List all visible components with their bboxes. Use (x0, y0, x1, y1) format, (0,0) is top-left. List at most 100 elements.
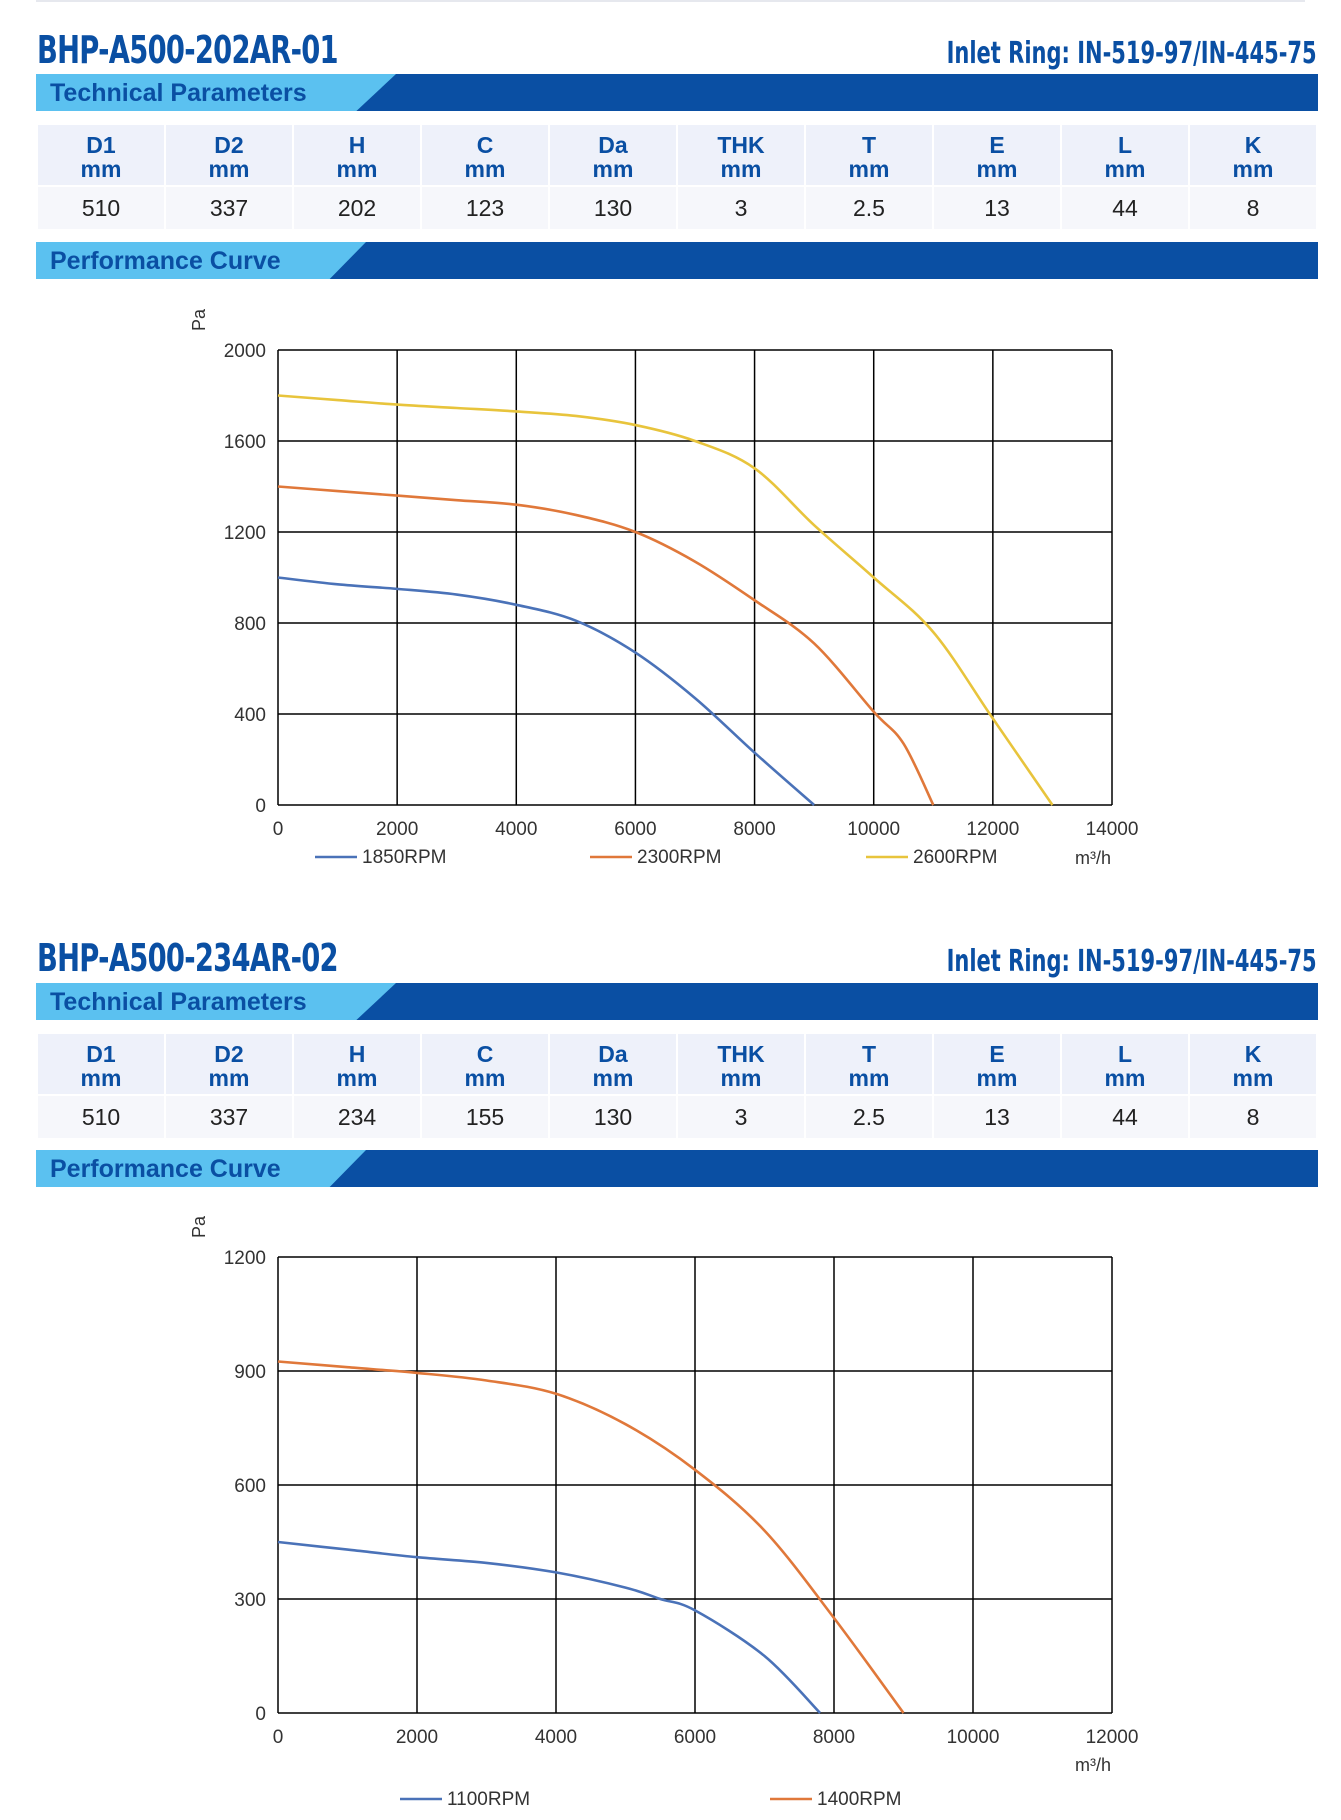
series-line-2300rpm (277, 485, 935, 806)
performance-curve-heading: Performance Curve (50, 247, 281, 275)
y-tick-label: 900 (234, 1362, 266, 1383)
y-tick-label: 800 (234, 614, 266, 635)
y-tick-label: 1200 (224, 1248, 266, 1269)
param-value: 13 (934, 1094, 1060, 1138)
x-tick-label: 14000 (1086, 819, 1139, 840)
technical-parameters-banner: Technical Parameters (36, 983, 1318, 1020)
performance-curve-banner: Performance Curve (36, 242, 1318, 279)
x-tick-label: 6000 (674, 1727, 716, 1748)
performance-curve-heading: Performance Curve (50, 1155, 281, 1183)
x-tick-label: 10000 (847, 819, 900, 840)
parameters-value-row: 510 337 202 123 130 3 2.5 13 44 8 (38, 185, 1316, 229)
series-line-2600rpm (277, 394, 1054, 806)
param-header: Da mm (550, 1034, 676, 1094)
inlet-ring-label: Inlet Ring: IN-519-97/IN-445-75 (946, 36, 1317, 71)
legend-label: 2600RPM (913, 847, 998, 868)
param-value: 130 (550, 185, 676, 229)
param-value: 337 (166, 185, 292, 229)
param-value: 202 (294, 185, 420, 229)
x-tick-label: 12000 (966, 819, 1019, 840)
x-tick-label: 8000 (813, 1727, 855, 1748)
legend-label: 1400RPM (817, 1789, 902, 1810)
param-header: THK mm (678, 125, 804, 185)
performance-chart-1: 0 2000 4000 6000 8000 10000 12000 14000 0 400 800 1… (189, 308, 1139, 868)
y-tick-label: 1200 (224, 523, 266, 544)
y-tick-label: 1600 (224, 432, 266, 453)
top-divider (36, 0, 1305, 2)
model-title: BHP-A500-234AR-02 (37, 936, 339, 980)
param-value: 510 (38, 1094, 164, 1138)
series-line-1400rpm (277, 1360, 905, 1714)
param-value: 8 (1190, 1094, 1316, 1138)
param-value: 155 (422, 1094, 548, 1138)
technical-parameters-heading: Technical Parameters (50, 79, 307, 107)
y-tick-label: 600 (234, 1476, 266, 1497)
param-value: 510 (38, 185, 164, 229)
param-value: 44 (1062, 185, 1188, 229)
inlet-ring-label: Inlet Ring: IN-519-97/IN-445-75 (946, 944, 1317, 979)
x-tick-label: 0 (273, 1727, 284, 1748)
performance-chart-2: 0 2000 4000 6000 8000 10000 12000 0 300 600 900 120… (189, 1215, 1139, 1810)
y-tick-label: 300 (234, 1590, 266, 1611)
y-axis-label: Pa (189, 308, 209, 331)
performance-curve-banner: Performance Curve (36, 1150, 1318, 1187)
x-tick-label: 10000 (947, 1727, 1000, 1748)
param-header: D1 mm (38, 1034, 164, 1094)
legend-label: 2300RPM (637, 847, 722, 868)
param-value: 8 (1190, 185, 1316, 229)
product-section-2: BHP-A500-234AR-02 Inlet Ring: IN-519-97/… (0, 910, 1341, 1820)
x-tick-label: 12000 (1086, 1727, 1139, 1748)
x-tick-label: 0 (273, 819, 284, 840)
technical-parameters-heading: Technical Parameters (50, 988, 307, 1016)
x-tick-label: 4000 (535, 1727, 577, 1748)
param-value: 44 (1062, 1094, 1188, 1138)
x-tick-label: 8000 (733, 819, 775, 840)
y-tick-label: 0 (255, 796, 266, 817)
legend-label: 1850RPM (362, 847, 447, 868)
technical-parameters-banner: Technical Parameters (36, 74, 1318, 111)
product-section-1: BHP-A500-202AR-01 Inlet Ring: IN-519-97/… (36, 28, 1318, 868)
model-title: BHP-A500-202AR-01 (37, 28, 339, 72)
x-tick-label: 2000 (376, 819, 418, 840)
param-value: 3 (678, 1094, 804, 1138)
series-line-1100rpm (277, 1540, 822, 1714)
x-tick-label: 6000 (614, 819, 656, 840)
y-tick-label: 400 (234, 705, 266, 726)
x-axis-label: m³/h (1075, 848, 1111, 868)
param-header: Da mm (550, 125, 676, 185)
y-axis-label: Pa (189, 1215, 209, 1238)
param-value: 2.5 (806, 1094, 932, 1138)
legend-label: 1100RPM (447, 1789, 530, 1810)
series-line-1850rpm (277, 576, 816, 806)
x-tick-label: 2000 (396, 1727, 438, 1748)
param-value: 337 (166, 1094, 292, 1138)
param-header: D2 mm (166, 125, 292, 185)
x-axis-label: m³/h (1075, 1755, 1111, 1775)
param-value: 234 (294, 1094, 420, 1138)
y-tick-label: 0 (255, 1704, 266, 1725)
param-value: 3 (678, 185, 804, 229)
param-header: D2 mm (166, 1034, 292, 1094)
param-header: THK mm (678, 1034, 804, 1094)
parameters-value-row: 510 337 234 155 130 3 2.5 13 44 8 (38, 1094, 1316, 1138)
param-header: D1 mm (38, 125, 164, 185)
x-tick-label: 4000 (495, 819, 537, 840)
param-value: 13 (934, 185, 1060, 229)
param-value: 123 (422, 185, 548, 229)
param-value: 2.5 (806, 185, 932, 229)
